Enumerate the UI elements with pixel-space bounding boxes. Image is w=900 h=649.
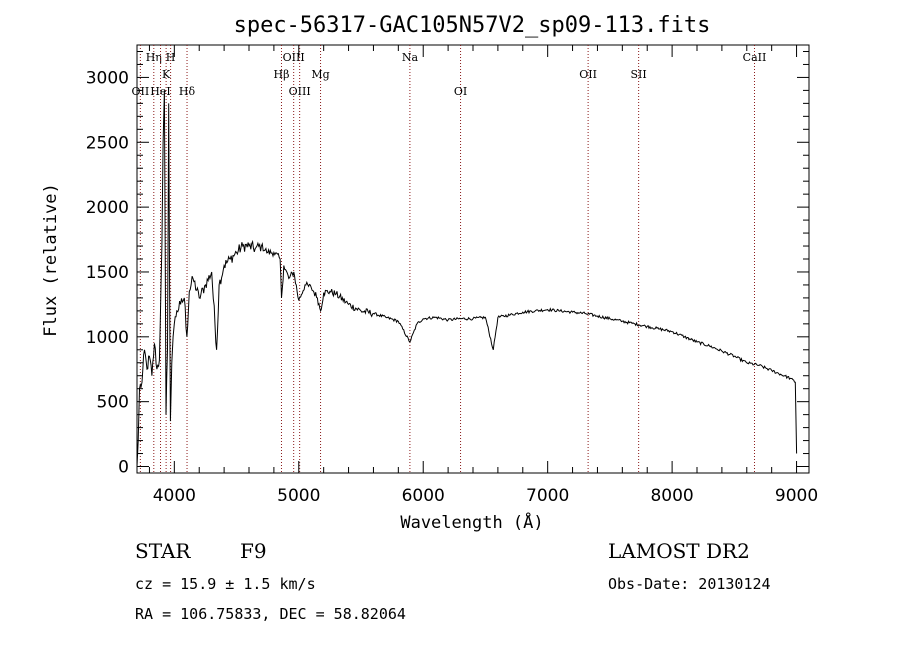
- spectrum-line: [136, 90, 798, 467]
- marker-label: OIII: [289, 85, 311, 98]
- x-tick-label: 8000: [650, 486, 693, 506]
- spectrum-series: [136, 90, 798, 467]
- marker-label: Hδ: [179, 85, 196, 98]
- y-tick-label: 1000: [86, 328, 129, 348]
- x-tick-label: 9000: [775, 486, 818, 506]
- marker-label: Hβ: [274, 68, 290, 81]
- marker-label: Mg: [311, 68, 329, 81]
- y-axis-label: Flux (relative): [41, 183, 61, 337]
- marker-label: OI: [454, 85, 467, 98]
- y-tick-label: 2000: [86, 198, 129, 218]
- x-tick-label: 6000: [402, 486, 445, 506]
- plot-frame: [136, 44, 810, 474]
- object-subclass: F9: [240, 539, 267, 563]
- y-tick-label: 0: [118, 458, 129, 478]
- redshift-value: cz = 15.9 ± 1.5 km/s: [135, 575, 316, 593]
- y-tick-label: 500: [97, 393, 129, 413]
- marker-label: H: [166, 51, 176, 64]
- chart-title: spec-56317-GAC105N57V2_sp09-113.fits: [234, 13, 711, 38]
- coordinates: RA = 106.75833, DEC = 58.82064: [135, 605, 406, 623]
- marker-label: HeI: [150, 85, 170, 98]
- marker-label: K: [162, 68, 171, 81]
- marker-label: Hη: [146, 51, 162, 64]
- observation-date: Obs-Date: 20130124: [608, 575, 771, 593]
- x-tick-label: 5000: [277, 486, 320, 506]
- marker-label: SII: [631, 68, 647, 81]
- x-tick-label: 7000: [526, 486, 569, 506]
- y-tick-label: 2500: [86, 133, 129, 153]
- marker-label: OII: [132, 85, 150, 98]
- marker-label: Na: [402, 51, 419, 64]
- marker-label: CaII: [743, 51, 767, 64]
- object-class: STAR: [135, 539, 191, 563]
- marker-label: OIII: [283, 51, 305, 64]
- x-axis-label: Wavelength (Å): [400, 511, 543, 533]
- y-tick-label: 3000: [86, 68, 129, 88]
- x-tick-label: 4000: [153, 486, 196, 506]
- y-tick-label: 1500: [86, 263, 129, 283]
- axis-ticks: 4000 5000 6000 7000 8000 9000 0 500 1000 1500 2000…: [86, 45, 818, 506]
- survey-name: LAMOST DR2: [608, 539, 750, 563]
- marker-label: OII: [579, 68, 597, 81]
